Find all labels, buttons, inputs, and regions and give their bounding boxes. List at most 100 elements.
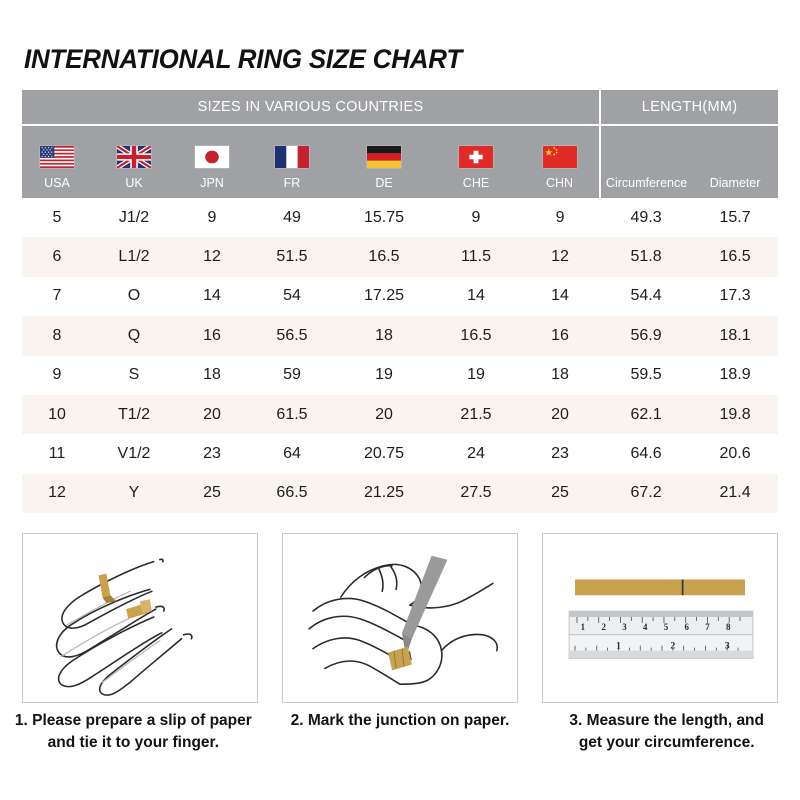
cell-che: 11.5 — [432, 237, 520, 277]
svg-text:5: 5 — [664, 622, 669, 632]
cell-diameter: 21.4 — [692, 473, 779, 514]
table-row: 6 L1/2 12 51.5 16.5 11.5 12 51.8 16.5 — [22, 237, 779, 277]
column-header-usa: USA — [22, 125, 92, 198]
cell-che: 24 — [432, 434, 520, 474]
cell-chn: 23 — [520, 434, 601, 474]
cell-chn: 14 — [520, 276, 601, 317]
cell-diameter: 18.1 — [692, 316, 779, 356]
cell-fr: 49 — [248, 198, 336, 238]
cell-uk: J1/2 — [92, 198, 176, 238]
ring-size-table-wrap: SIZES IN VARIOUS COUNTRIES LENGTH(MM) — [22, 90, 779, 514]
svg-text:3: 3 — [622, 622, 627, 632]
flag-france-icon — [248, 144, 336, 170]
paper-strip-gold — [98, 573, 152, 619]
flag-uk-icon — [92, 144, 176, 170]
cell-uk: S — [92, 355, 176, 395]
flag-switzerland-icon — [432, 144, 520, 170]
column-code-de: DE — [375, 176, 393, 190]
cell-uk: V1/2 — [92, 434, 176, 474]
column-code-chn: CHN — [545, 176, 574, 190]
cell-circumference: 62.1 — [600, 394, 693, 435]
cell-diameter: 15.7 — [692, 198, 779, 238]
flag-usa-icon — [22, 144, 92, 170]
table-row: 10 T1/2 20 61.5 20 21.5 20 62.1 19.8 — [22, 394, 779, 435]
cell-usa: 6 — [22, 237, 92, 277]
column-header-uk: UK — [92, 125, 176, 198]
caption-step-1-line-1: 1. Please prepare a slip of paper — [14, 712, 252, 729]
cell-de: 20.75 — [336, 434, 432, 474]
cell-usa: 7 — [22, 276, 92, 317]
svg-text:3: 3 — [725, 641, 730, 652]
flag-japan-icon — [176, 144, 248, 170]
cell-usa: 11 — [22, 434, 92, 474]
ring-size-table: SIZES IN VARIOUS COUNTRIES LENGTH(MM) — [22, 90, 779, 514]
svg-text:7: 7 — [705, 622, 710, 632]
cell-jpn: 14 — [176, 276, 248, 317]
caption-step-3: 3. Measure the length, and get your circ… — [533, 710, 800, 770]
svg-text:2: 2 — [601, 622, 606, 632]
cell-usa: 10 — [22, 394, 92, 435]
table-row: 8 Q 16 56.5 18 16.5 16 56.9 18.1 — [22, 316, 779, 356]
cell-che: 27.5 — [432, 473, 520, 514]
cell-fr: 61.5 — [248, 394, 336, 435]
table-row: 5 J1/2 9 49 15.75 9 9 49.3 15.7 — [22, 198, 779, 238]
column-code-jpn: JPN — [200, 176, 224, 190]
junction-mark — [681, 579, 684, 596]
cell-chn: 20 — [520, 394, 601, 435]
cell-jpn: 25 — [176, 473, 248, 514]
column-header-circumference: Circumference — [600, 125, 693, 198]
svg-text:2: 2 — [670, 641, 675, 652]
cell-jpn: 23 — [176, 434, 248, 474]
cell-usa: 8 — [22, 316, 92, 356]
cell-fr: 66.5 — [248, 473, 336, 514]
page-title: INTERNATIONAL RING SIZE CHART — [24, 44, 462, 74]
cell-usa: 5 — [22, 198, 92, 238]
cell-chn: 25 — [520, 473, 601, 514]
caption-step-2-line-1: 2. Mark the junction on paper. — [290, 712, 510, 729]
column-header-de: DE — [336, 125, 432, 198]
cell-de: 18 — [336, 316, 432, 356]
cell-uk: O — [92, 276, 176, 317]
cell-chn: 18 — [520, 355, 601, 395]
cell-chn: 12 — [520, 237, 601, 277]
cell-usa: 9 — [22, 355, 92, 395]
hand-with-paper-strip-illustration — [22, 533, 258, 703]
cell-jpn: 12 — [176, 237, 248, 277]
cell-che: 21.5 — [432, 394, 520, 435]
cell-circumference: 64.6 — [600, 434, 693, 474]
cell-diameter: 19.8 — [692, 394, 779, 435]
cell-fr: 59 — [248, 355, 336, 395]
cell-circumference: 59.5 — [600, 355, 693, 395]
cell-jpn: 20 — [176, 394, 248, 435]
svg-text:8: 8 — [726, 622, 731, 632]
cell-de: 20 — [336, 394, 432, 435]
column-code-usa: USA — [44, 176, 70, 190]
svg-text:1: 1 — [616, 641, 621, 652]
cell-circumference: 49.3 — [600, 198, 693, 238]
column-code-fr: FR — [283, 176, 301, 190]
table-row: 7 O 14 54 17.25 14 14 54.4 17.3 — [22, 276, 779, 317]
hand-line-drawing — [55, 558, 193, 696]
flag-germany-icon — [336, 144, 432, 170]
cell-circumference: 56.9 — [600, 316, 693, 356]
cell-uk: Y — [92, 473, 176, 514]
cell-diameter: 20.6 — [692, 434, 779, 474]
cell-che: 14 — [432, 276, 520, 317]
cell-uk: T1/2 — [92, 394, 176, 435]
column-code-uk: UK — [125, 176, 143, 190]
cell-che: 16.5 — [432, 316, 520, 356]
cell-circumference: 67.2 — [600, 473, 693, 514]
flag-china-icon — [520, 144, 599, 170]
svg-text:1: 1 — [581, 622, 585, 632]
cell-de: 21.25 — [336, 473, 432, 514]
cell-chn: 16 — [520, 316, 601, 356]
cell-de: 16.5 — [336, 237, 432, 277]
caption-step-1: 1. Please prepare a slip of paper and ti… — [0, 710, 267, 770]
paper-strip-gold — [575, 579, 745, 596]
cell-diameter: 17.3 — [692, 276, 779, 317]
cell-fr: 56.5 — [248, 316, 336, 356]
cell-de: 19 — [336, 355, 432, 395]
caption-step-3-line-2: get your circumference. — [578, 734, 755, 751]
